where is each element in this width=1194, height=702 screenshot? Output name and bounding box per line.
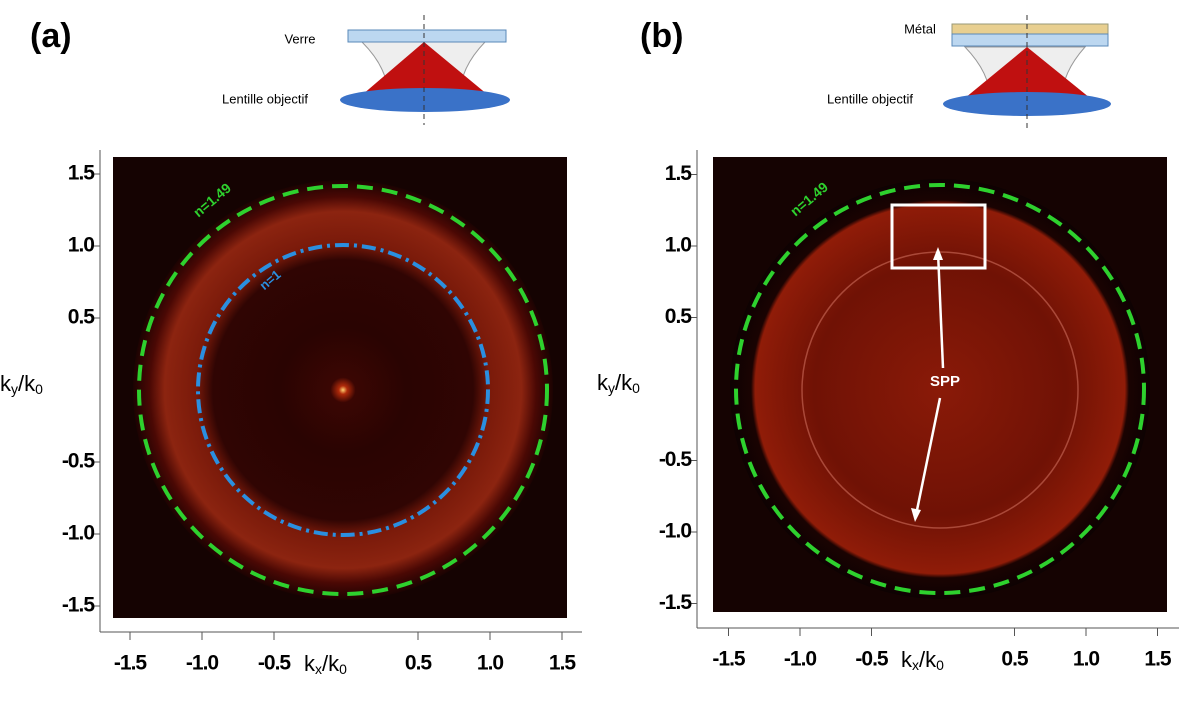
x-axis-label-part: x (315, 661, 322, 677)
x-tick-label: 1.0 (477, 652, 504, 675)
intensity (730, 179, 1150, 599)
x-tick-label: 0.5 (1001, 648, 1029, 671)
x-axis-label-part: k (901, 647, 913, 672)
spp-ring (801, 251, 1079, 529)
x-tick-label: -1.0 (186, 652, 219, 675)
y-tick-label: -0.5 (659, 448, 693, 471)
arrowhead (933, 247, 943, 260)
x-axis-label-part: k (304, 651, 316, 676)
y-tick-label: 1.0 (68, 234, 95, 257)
x-tick-label: -1.5 (712, 648, 746, 671)
x-tick-label: -0.5 (258, 652, 292, 675)
y-axis-label: ky/k0 (597, 370, 640, 396)
arrow (914, 397, 942, 516)
schematic-label: Lentille objectif (827, 91, 913, 106)
intensity (133, 180, 553, 600)
y-tick-label: 1.5 (665, 162, 693, 185)
x-axis-label: kx/k0 (901, 647, 944, 673)
schematic-label: Lentille objectif (222, 91, 308, 106)
arrowhead (911, 508, 921, 522)
x-axis-label-part: /k (322, 651, 340, 676)
y-tick-label: -1.0 (62, 522, 95, 545)
y-axis-label-part: y (608, 380, 615, 396)
annotation: SPP (930, 373, 960, 390)
x-axis-label-part: /k (919, 647, 937, 672)
y-axis-label-part: /k (18, 371, 36, 396)
schematic-label: Verre (284, 31, 315, 46)
y-tick-label: 1.0 (665, 234, 692, 257)
y-tick-label: 1.5 (68, 162, 96, 185)
y-tick-label: -0.5 (62, 450, 96, 473)
y-axis-label-part: 0 (632, 380, 640, 396)
panel-label: (b) (640, 17, 683, 55)
y-axis-label-part: k (0, 371, 12, 396)
y-tick-label: -1.5 (659, 591, 693, 614)
y-tick-label: 0.5 (665, 305, 693, 328)
y-axis-label-part: 0 (35, 381, 43, 397)
y-tick-label: -1.0 (659, 520, 692, 543)
circle-n1 (196, 243, 490, 537)
circle-n149 (734, 183, 1146, 595)
x-tick-label: -1.5 (114, 652, 148, 675)
panel-b-schematic (943, 15, 1111, 130)
y-axis-label-part: k (597, 370, 609, 395)
x-axis-label-part: 0 (936, 657, 944, 673)
x-tick-label: -1.0 (784, 648, 817, 671)
x-tick-label: 1.5 (1144, 648, 1172, 671)
x-tick-label: 0.5 (405, 652, 433, 675)
x-tick-label: 1.5 (549, 652, 577, 675)
schematic-label: Métal (904, 21, 936, 36)
x-axis-label-part: x (912, 657, 919, 673)
y-tick-label: -1.5 (62, 594, 96, 617)
panel-a-schematic (340, 15, 510, 125)
panel-label: (a) (30, 17, 72, 55)
y-axis-label-part: y (11, 381, 18, 397)
x-axis-label: kx/k0 (304, 651, 347, 677)
arrow (936, 251, 945, 369)
x-tick-label: 1.0 (1073, 648, 1100, 671)
y-axis-label-part: /k (615, 370, 633, 395)
circle-n149 (137, 184, 549, 596)
x-axis-label-part: 0 (339, 661, 347, 677)
x-tick-label: -0.5 (855, 648, 889, 671)
y-axis-label: ky/k0 (0, 371, 43, 397)
y-tick-label: 0.5 (68, 306, 96, 329)
